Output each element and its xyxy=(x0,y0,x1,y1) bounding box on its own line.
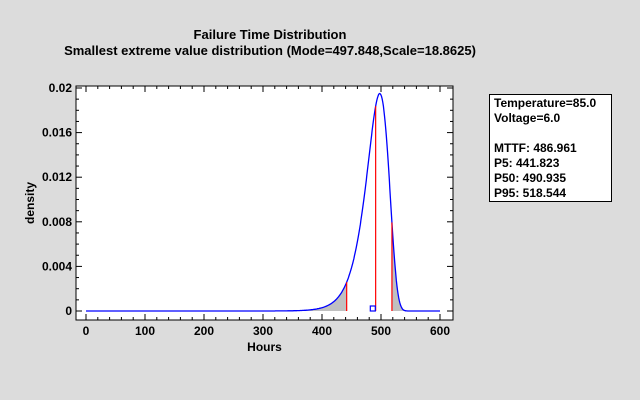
y-tick-label: 0.012 xyxy=(42,170,72,184)
mttf-marker xyxy=(369,305,376,312)
y-tick-label: 0.004 xyxy=(42,259,72,273)
x-tick-label: 500 xyxy=(371,324,391,338)
x-tick-label: 200 xyxy=(194,324,214,338)
legend-voltage: Voltage=6.0 xyxy=(494,111,561,125)
y-tick-label: 0.008 xyxy=(42,215,72,229)
legend-mttf: MTTF: 486.961 xyxy=(494,141,577,155)
x-tick-label: 100 xyxy=(135,324,155,338)
chart-subtitle: Smallest extreme value distribution (Mod… xyxy=(64,43,476,58)
legend-p5: P5: 441.823 xyxy=(494,156,560,170)
x-tick-label: 600 xyxy=(430,324,450,338)
y-tick-label: 0 xyxy=(65,304,72,318)
stats-legend: Temperature=85.0 Voltage=6.0 MTTF: 486.9… xyxy=(489,94,612,202)
chart-title: Failure Time Distribution xyxy=(193,27,347,42)
x-tick-label: 300 xyxy=(253,324,273,338)
y-axis-label: density xyxy=(23,182,37,224)
x-tick-label: 0 xyxy=(83,324,90,338)
upper-tail-shade xyxy=(391,222,440,311)
legend-temperature: Temperature=85.0 xyxy=(494,96,597,110)
y-tick-label: 0.02 xyxy=(49,81,73,95)
y-tick-label: 0.016 xyxy=(42,126,72,140)
lower-tail-shade xyxy=(263,282,347,311)
density-curve xyxy=(86,92,440,312)
x-axis-label: Hours xyxy=(247,340,282,354)
x-tick-label: 400 xyxy=(312,324,332,338)
legend-p95: P95: 518.544 xyxy=(494,186,567,200)
legend-p50: P50: 490.935 xyxy=(494,171,567,185)
